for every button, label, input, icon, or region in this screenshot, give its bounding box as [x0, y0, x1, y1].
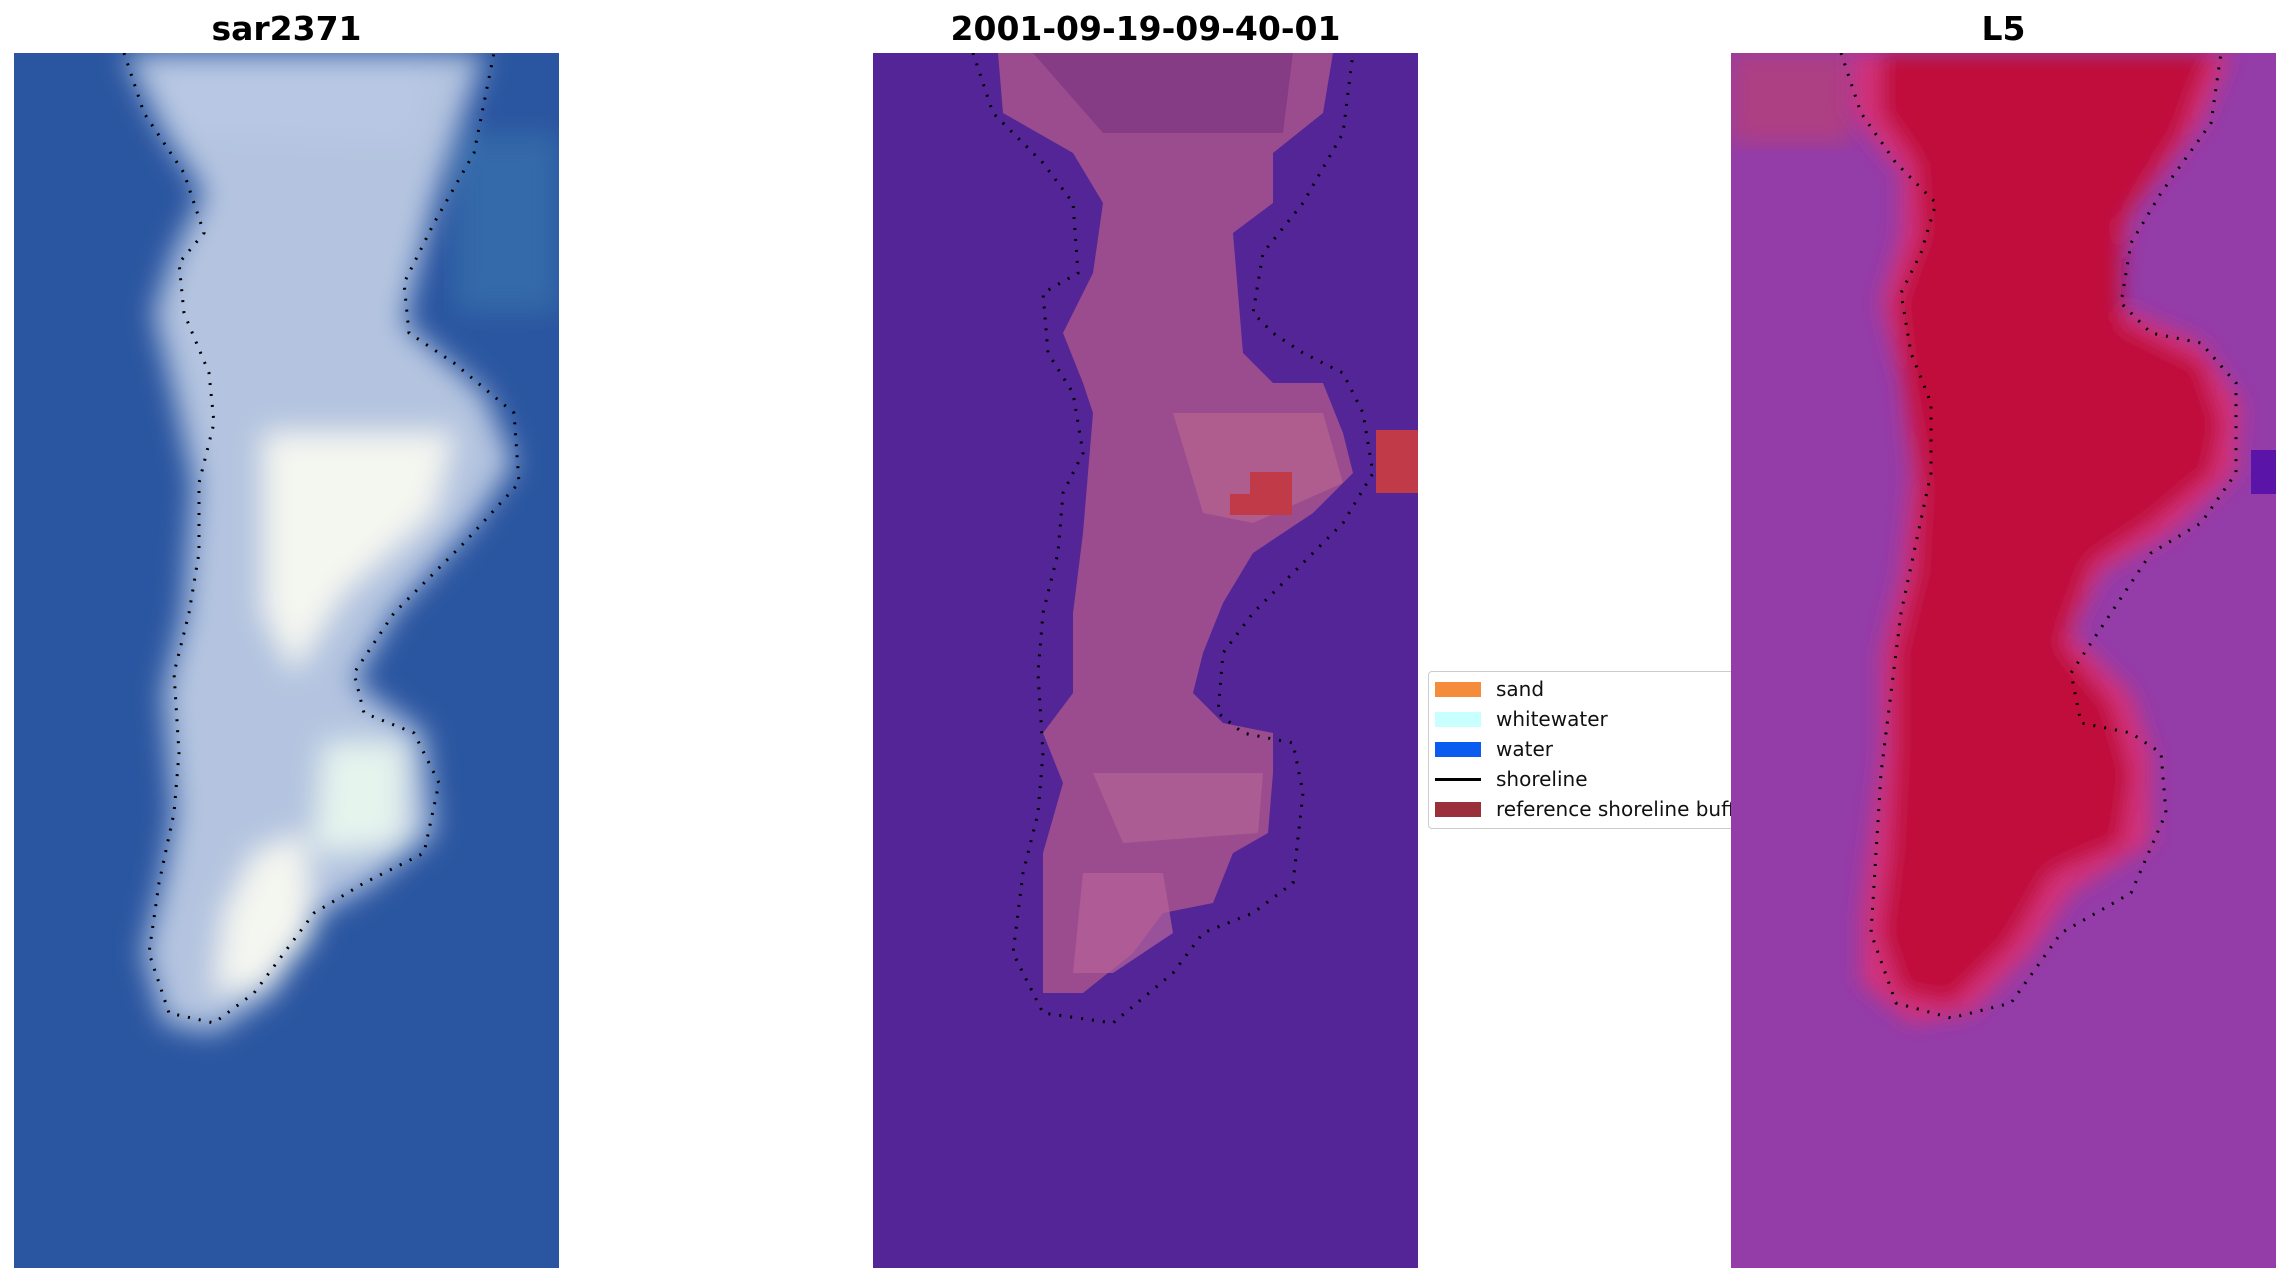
panel-title-rgb: sar2371: [211, 9, 362, 48]
rgb-bright-area-upper: [264, 433, 454, 673]
classified-land-light-lower: [1093, 773, 1263, 843]
rgb-image: [14, 53, 559, 1268]
classified-land-light-bottom: [1073, 873, 1173, 973]
buffer-swatch-icon: [1435, 802, 1481, 817]
index-edge-patch: [2251, 450, 2276, 494]
sand-swatch-icon: [1435, 682, 1481, 697]
classified-land-dark-top: [1033, 53, 1293, 133]
classified-land: [998, 53, 1353, 993]
whitewater-swatch-icon: [1435, 712, 1481, 727]
index-image: [1731, 53, 2276, 1268]
rgb-water-patch: [454, 133, 559, 313]
panel-title-index: L5: [1981, 9, 2026, 48]
index-high-core: [1881, 53, 2221, 1003]
shoreline-line-icon: [1435, 778, 1481, 781]
water-swatch-icon: [1435, 742, 1481, 757]
rgb-bright-area-middle: [314, 743, 404, 853]
classified-buffer-inner: [1250, 472, 1292, 515]
index-image-panel: [1731, 53, 2276, 1268]
legend-label-shoreline: shoreline: [1496, 767, 1588, 791]
rgb-shoreline: [122, 53, 521, 1025]
legend-label-sand: sand: [1496, 677, 1545, 701]
legend-label-water: water: [1496, 737, 1553, 761]
classified-image-panel: [873, 53, 1418, 1268]
classified-shoreline: [971, 53, 1375, 1025]
rgb-image-panel: [14, 53, 559, 1268]
rgb-land-top: [154, 53, 434, 143]
legend: sand whitewater water shoreline referenc…: [1428, 671, 1738, 829]
panel-title-classified: 2001-09-19-09-40-01: [950, 9, 1341, 48]
classified-buffer-inner-2: [1230, 494, 1252, 515]
classified-land-light: [1173, 413, 1343, 523]
legend-label-whitewater: whitewater: [1496, 707, 1608, 731]
classified-buffer-edge: [1376, 430, 1418, 493]
index-corner-patch: [1731, 53, 1851, 143]
legend-label-reference-shoreline-buffer: reference shoreline buffer: [1496, 797, 1738, 821]
classified-image: [873, 53, 1418, 1268]
rgb-bright-area-lower: [214, 833, 314, 993]
